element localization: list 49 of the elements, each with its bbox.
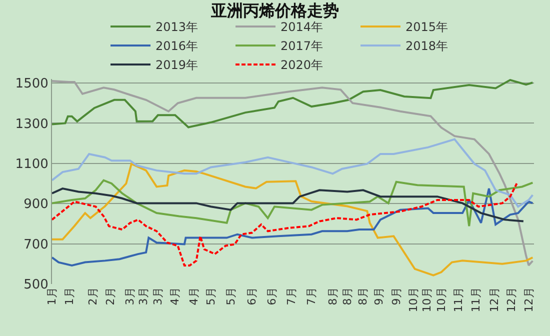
line-series	[52, 162, 534, 276]
x-tick-label: 5月	[204, 287, 218, 306]
x-tick-label: 10月	[420, 287, 434, 312]
x-tick-label: 5月	[224, 287, 238, 306]
x-tick-label: 8月	[326, 287, 340, 306]
x-tick-label: 9月	[372, 287, 386, 306]
legend-label: 2015年	[406, 20, 448, 34]
y-tick-label: 500	[24, 278, 48, 293]
y-tick-label: 700	[24, 237, 48, 252]
line-series	[52, 79, 534, 128]
legend-label: 2017年	[280, 39, 324, 54]
x-tick-label: 6月	[246, 287, 259, 306]
y-tick-label: 1300	[15, 116, 48, 132]
y-tick-label: 1500	[15, 76, 48, 92]
y-tick-label: 900	[24, 197, 48, 212]
x-tick-label: 3月	[152, 287, 165, 306]
x-tick-label: 2月	[104, 287, 117, 306]
x-tick-label: 9月	[390, 287, 403, 306]
line-series	[52, 138, 534, 208]
x-tick-label: 1月	[62, 287, 76, 306]
x-tick-label: 11月	[469, 287, 482, 312]
x-tick-label: 8月	[340, 287, 354, 306]
x-tick-label: 12月	[522, 287, 536, 312]
x-tick-label: 12月	[505, 287, 518, 312]
x-tick-label: 10月	[407, 287, 420, 312]
x-tick-label: 3月	[124, 287, 137, 306]
line-series	[52, 188, 524, 222]
x-tick-label: 3月	[136, 287, 150, 306]
y-tick-label: 1100	[15, 156, 48, 172]
x-tick-label: 2月	[86, 287, 100, 306]
x-tick-label: 7月	[305, 287, 318, 306]
x-tick-label: 4月	[168, 287, 182, 306]
legend-label: 2018年	[406, 39, 448, 54]
chart-title: 亚洲丙烯价格走势	[210, 1, 339, 20]
legend-label: 2016年	[156, 39, 198, 54]
legend-label: 2020年	[280, 58, 324, 72]
x-tick-label: 12月	[488, 287, 501, 312]
x-tick-label: 7月	[285, 287, 298, 306]
legend-label: 2019年	[156, 58, 198, 72]
x-tick-label: 11月	[452, 287, 466, 312]
legend-label: 2013年	[156, 20, 198, 34]
x-tick-label: 4月	[187, 287, 200, 306]
x-tick-label: 6月	[265, 287, 278, 306]
legend-label: 2014年	[280, 20, 324, 34]
line-series	[52, 179, 534, 228]
line-series	[52, 80, 534, 266]
x-tick-label: 8月	[356, 287, 370, 306]
x-tick-label: 10月	[434, 287, 448, 312]
x-tick-label: 1月	[46, 287, 59, 306]
